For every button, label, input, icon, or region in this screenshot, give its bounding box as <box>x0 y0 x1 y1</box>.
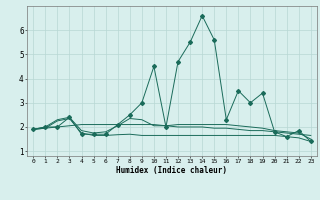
X-axis label: Humidex (Indice chaleur): Humidex (Indice chaleur) <box>116 166 228 175</box>
